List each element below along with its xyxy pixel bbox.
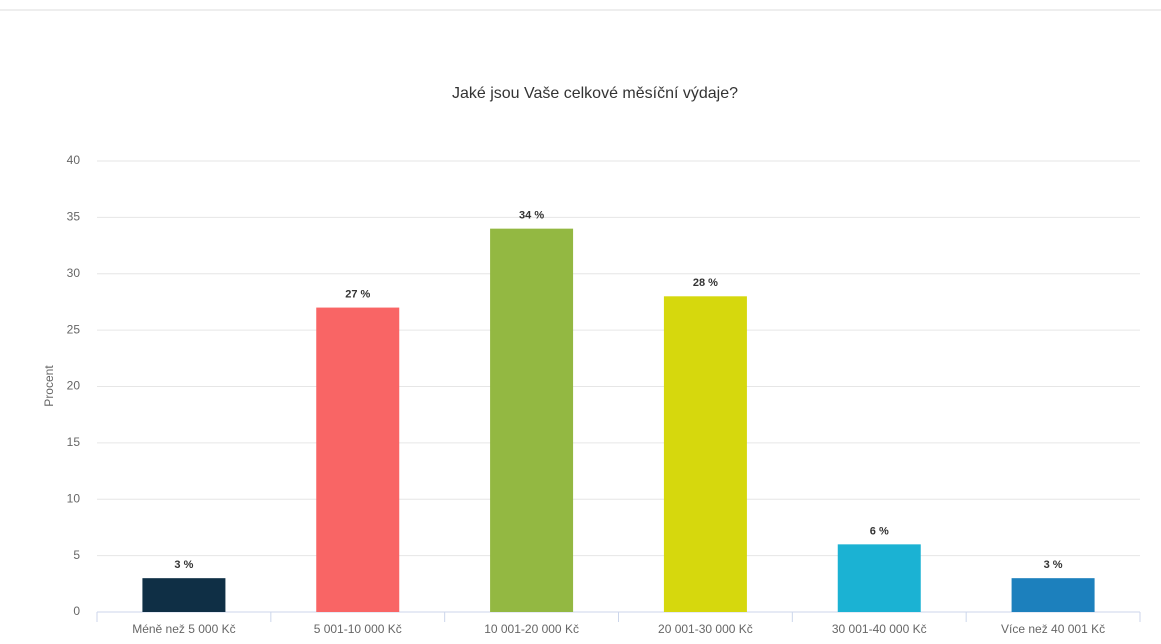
bar — [1011, 578, 1095, 612]
x-tick-label: 20 001-30 000 Kč — [658, 622, 753, 636]
y-tick-label: 30 — [67, 266, 81, 280]
value-label: 34 % — [519, 210, 544, 222]
y-tick-label: 10 — [67, 491, 81, 505]
bar — [837, 544, 921, 612]
x-tick-label: Více než 40 001 Kč — [1001, 622, 1105, 636]
bar — [316, 307, 400, 612]
y-tick-label: 40 — [67, 153, 81, 167]
value-label: 3 % — [1044, 559, 1063, 571]
y-tick-label: 20 — [67, 379, 81, 393]
y-axis-label: Procent — [42, 365, 56, 407]
bar — [142, 578, 226, 612]
x-tick-label: Méně než 5 000 Kč — [132, 622, 235, 636]
bar — [490, 228, 574, 612]
bar — [663, 296, 747, 612]
y-tick-label: 25 — [67, 322, 81, 336]
y-tick-label: 15 — [67, 435, 81, 449]
value-label: 28 % — [693, 277, 718, 289]
y-tick-label: 5 — [73, 548, 80, 562]
x-tick-label: 5 001-10 000 Kč — [314, 622, 402, 636]
value-label: 3 % — [174, 559, 193, 571]
x-tick-label: 30 001-40 000 Kč — [832, 622, 927, 636]
value-label: 6 % — [870, 525, 889, 537]
y-tick-label: 0 — [73, 604, 80, 618]
value-label: 27 % — [345, 288, 370, 300]
chart-title: Jaké jsou Vaše celkové měsíční výdaje? — [452, 85, 738, 102]
y-tick-label: 35 — [67, 210, 81, 224]
x-tick-label: 10 001-20 000 Kč — [484, 622, 579, 636]
